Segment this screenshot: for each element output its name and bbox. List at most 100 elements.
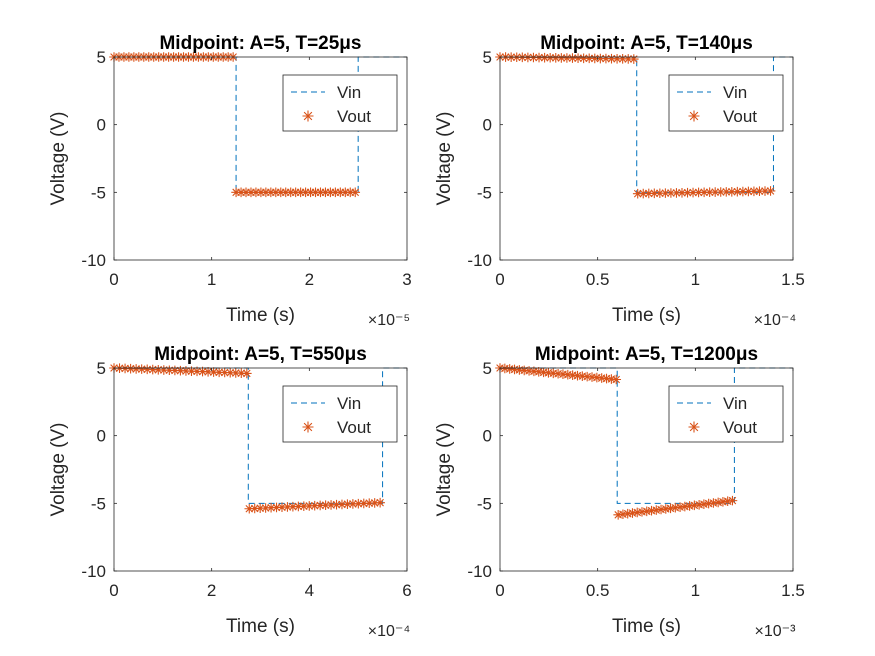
vout-point [694, 499, 704, 510]
vout-point [646, 505, 657, 516]
vout-point [159, 365, 169, 375]
vout-point [231, 187, 241, 198]
vout-point [699, 187, 709, 198]
vout-point [727, 495, 738, 506]
vout-point [582, 371, 592, 382]
vout-point [266, 502, 276, 513]
x-tick-label: 0 [109, 581, 118, 600]
vout-point [567, 370, 578, 380]
vout-point [710, 187, 720, 197]
legend: Vin Vout [668, 74, 784, 132]
series-markers-vout [495, 52, 776, 199]
vout-point [342, 499, 353, 509]
vout-point [649, 188, 660, 199]
vout-point [266, 187, 276, 198]
vout-point [632, 188, 643, 199]
x-exponent-label: ×10⁻⁴ [754, 312, 797, 329]
vout-point [219, 367, 230, 378]
vout-point [175, 365, 186, 376]
vout-point [606, 53, 617, 64]
vout-point [562, 53, 572, 63]
y-tick-label: 0 [97, 116, 106, 135]
legend-label-vin: Vin [723, 394, 747, 413]
vout-point [612, 53, 622, 64]
vout-point [142, 364, 153, 375]
vout-point [693, 187, 704, 198]
legend: Vin Vout [282, 385, 398, 443]
vout-point [348, 499, 358, 509]
vout-point [277, 502, 287, 513]
vout-point [677, 187, 687, 198]
chart-title: Midpoint: A=5, T=550μs [154, 344, 367, 365]
vout-point [244, 503, 255, 514]
x-axis-label: Time (s) [612, 305, 681, 326]
vout-point [660, 504, 671, 514]
vout-point [236, 187, 246, 198]
x-axis-label: Time (s) [226, 616, 295, 637]
legend-label-vout: Vout [723, 418, 757, 437]
vout-point [684, 501, 695, 511]
vout-point [260, 503, 271, 513]
x-exponent-label: ×10⁻⁴ [368, 623, 411, 640]
vout-point [601, 373, 612, 384]
vout-point [622, 508, 633, 519]
legend-swatch-vout [302, 421, 314, 433]
legend: Vin Vout [668, 385, 784, 443]
x-tick-label: 6 [402, 581, 411, 600]
x-axis-label: Time (s) [612, 616, 681, 637]
x-tick-label: 2 [305, 270, 314, 289]
y-tick-label: 5 [97, 359, 106, 378]
vout-point [765, 186, 776, 196]
vout-point [637, 507, 647, 517]
vout-point [523, 52, 533, 63]
x-tick-label: 0.5 [586, 270, 610, 289]
vout-point [556, 53, 567, 63]
x-tick-label: 4 [305, 581, 314, 600]
vout-point [208, 367, 219, 377]
vout-point [340, 187, 351, 198]
x-tick-label: 1 [691, 581, 700, 600]
vout-point [271, 187, 281, 198]
vout-point [572, 370, 583, 381]
x-tick-label: 0 [495, 270, 504, 289]
vout-point [192, 366, 202, 377]
vout-point [545, 52, 555, 63]
vout-point [331, 499, 342, 510]
vout-point [147, 364, 158, 375]
vout-point [504, 364, 515, 374]
x-tick-label: 2 [207, 581, 216, 600]
vout-point [280, 187, 291, 198]
vout-point [655, 188, 665, 199]
vout-point [528, 52, 539, 63]
vout-point [567, 53, 578, 63]
vout-point [256, 187, 266, 198]
axes-frame [113, 367, 408, 572]
y-axis-label: Voltage (V) [48, 112, 69, 206]
vout-point [246, 187, 256, 198]
vout-point [326, 500, 336, 510]
vout-point [251, 187, 261, 198]
legend: Vin Vout [282, 74, 398, 132]
legend-box [282, 385, 398, 443]
vout-point [186, 366, 197, 376]
vout-point [596, 373, 607, 383]
vout-point [125, 363, 136, 374]
vout-point [722, 496, 733, 507]
vout-point [611, 374, 622, 385]
x-tick-label: 1.5 [781, 270, 805, 289]
vout-point [131, 364, 141, 374]
x-tick-label: 0.5 [586, 581, 610, 600]
vout-point [120, 363, 130, 374]
x-exponent-label: ×10⁻⁵ [368, 312, 410, 329]
vout-point [749, 186, 759, 197]
axes-frame [113, 56, 408, 261]
vout-point [153, 365, 164, 375]
y-tick-label: -5 [91, 494, 106, 513]
y-axis-label: Voltage (V) [434, 423, 455, 517]
vout-point [732, 186, 743, 197]
vout-point [754, 186, 765, 197]
vout-point [309, 500, 320, 511]
vout-point [670, 502, 681, 513]
vout-point [617, 54, 628, 64]
vout-point [509, 364, 520, 375]
